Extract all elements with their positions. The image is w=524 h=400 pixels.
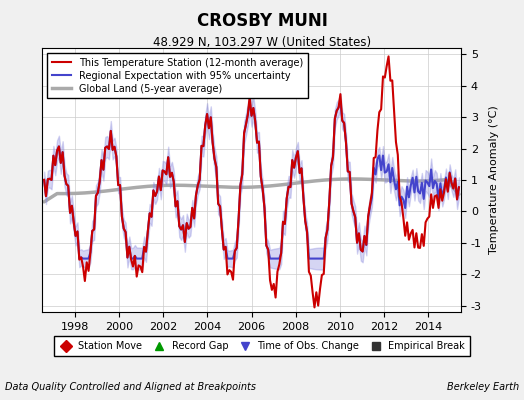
Text: 48.929 N, 103.297 W (United States): 48.929 N, 103.297 W (United States): [153, 36, 371, 49]
Legend: This Temperature Station (12-month average), Regional Expectation with 95% uncer: This Temperature Station (12-month avera…: [47, 53, 308, 98]
Y-axis label: Temperature Anomaly (°C): Temperature Anomaly (°C): [489, 106, 499, 254]
Legend: Station Move, Record Gap, Time of Obs. Change, Empirical Break: Station Move, Record Gap, Time of Obs. C…: [54, 336, 470, 356]
Text: CROSBY MUNI: CROSBY MUNI: [196, 12, 328, 30]
Text: Berkeley Earth: Berkeley Earth: [446, 382, 519, 392]
Text: Data Quality Controlled and Aligned at Breakpoints: Data Quality Controlled and Aligned at B…: [5, 382, 256, 392]
